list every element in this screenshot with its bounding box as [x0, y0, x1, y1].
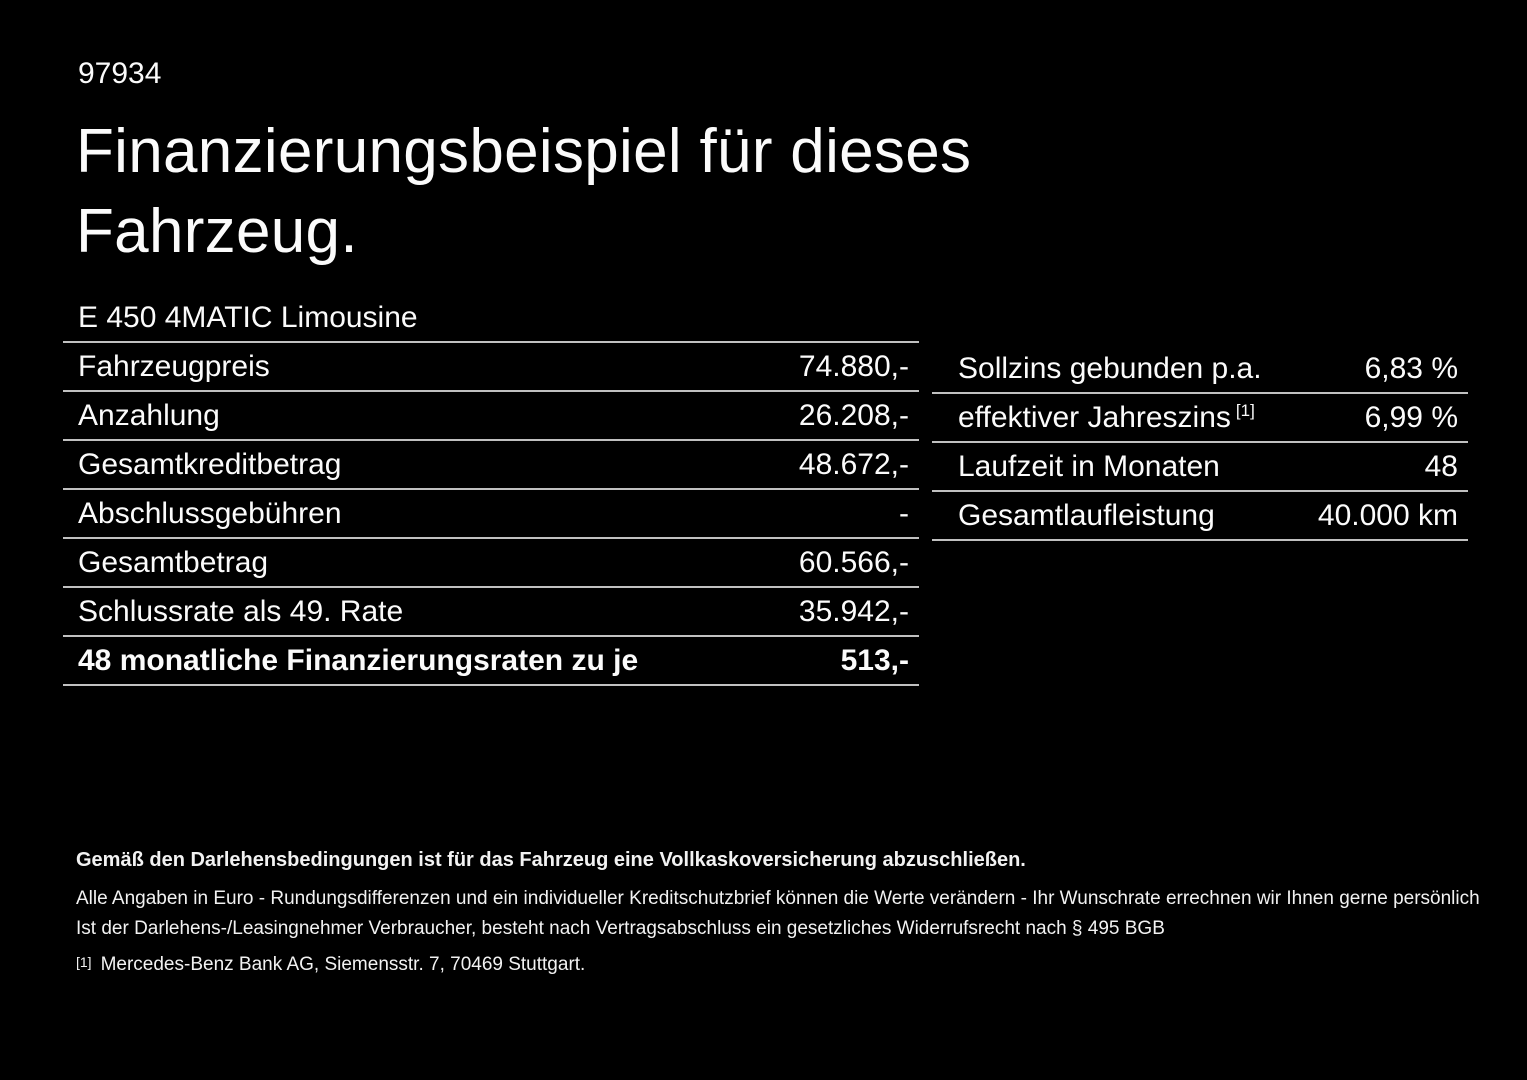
vehicle-model: E 450 4MATIC Limousine — [63, 295, 919, 343]
row-anzahlung: Anzahlung 26.208,- — [63, 392, 919, 441]
row-fahrzeugpreis: Fahrzeugpreis 74.880,- — [63, 343, 919, 392]
row-label: Abschlussgebühren — [78, 496, 342, 530]
row-value: 513,- — [840, 643, 909, 677]
row-gesamtkreditbetrag: Gesamtkreditbetrag 48.672,- — [63, 441, 919, 490]
row-label-text: effektiver Jahreszins — [958, 400, 1231, 434]
row-gesamtlaufleistung: Gesamtlaufleistung 40.000 km — [932, 492, 1468, 541]
row-sollzins: Sollzins gebunden p.a. 6,83 % — [932, 345, 1468, 394]
disclaimer-note-1: Alle Angaben in Euro - Rundungsdifferenz… — [76, 888, 1480, 909]
row-label: Fahrzeugpreis — [78, 349, 270, 383]
row-value: 26.208,- — [798, 398, 909, 432]
row-schlussrate: Schlussrate als 49. Rate 35.942,- — [63, 588, 919, 637]
reference-number: 97934 — [78, 57, 162, 90]
insurance-requirement-note: Gemäß den Darlehensbedingungen ist für d… — [76, 849, 1026, 871]
legal-footer: Gemäß den Darlehensbedingungen ist für d… — [76, 848, 1496, 977]
row-label: Schlussrate als 49. Rate — [78, 594, 404, 628]
disclaimer-note-2: Ist der Darlehens-/Leasingnehmer Verbrau… — [76, 918, 1165, 939]
row-value: 48 — [1424, 449, 1458, 483]
row-value: 60.566,- — [798, 545, 909, 579]
row-value: - — [899, 496, 909, 530]
row-gesamtbetrag: Gesamtbetrag 60.566,- — [63, 539, 919, 588]
page-title-line1: Finanzierungsbeispiel für dieses — [76, 117, 972, 186]
row-label: 48 monatliche Finanzierungsraten zu je — [78, 643, 639, 677]
finance-table: E 450 4MATIC Limousine Fahrzeugpreis 74.… — [63, 295, 919, 686]
row-value: 40.000 km — [1317, 498, 1458, 532]
row-label: Gesamtkreditbetrag — [78, 447, 342, 481]
footnote-reference-marker: [1] — [1235, 400, 1255, 420]
page-title-line2: Fahrzeug. — [76, 197, 358, 266]
row-abschlussgebuehren: Abschlussgebühren - — [63, 490, 919, 539]
row-effektiver-jahreszins: effektiver Jahreszins [1] 6,99 % — [932, 394, 1468, 443]
row-label: Anzahlung — [78, 398, 220, 432]
row-value: 6,99 % — [1364, 400, 1458, 434]
row-label: Gesamtbetrag — [78, 545, 269, 579]
footnote-marker: [1] — [76, 954, 92, 970]
row-laufzeit: Laufzeit in Monaten 48 — [932, 443, 1468, 492]
bank-footnote: [1] Mercedes-Benz Bank AG, Siemensstr. 7,… — [76, 953, 1496, 977]
page-title: Finanzierungsbeispiel für dieses Fahrzeug… — [76, 112, 971, 272]
row-label: Sollzins gebunden p.a. — [958, 351, 1262, 385]
row-value: 48.672,- — [798, 447, 909, 481]
footnote-text: Mercedes-Benz Bank AG, Siemensstr. 7, 70… — [100, 954, 586, 975]
row-label: Gesamtlaufleistung — [958, 498, 1215, 532]
row-value: 74.880,- — [798, 349, 909, 383]
row-monatliche-raten: 48 monatliche Finanzierungsraten zu je 5… — [63, 637, 919, 686]
row-label: effektiver Jahreszins [1] — [958, 401, 1255, 435]
row-value: 35.942,- — [798, 594, 909, 628]
conditions-table: Sollzins gebunden p.a. 6,83 % effektiver… — [932, 345, 1468, 541]
row-label: Laufzeit in Monaten — [958, 449, 1220, 483]
row-value: 6,83 % — [1364, 351, 1458, 385]
